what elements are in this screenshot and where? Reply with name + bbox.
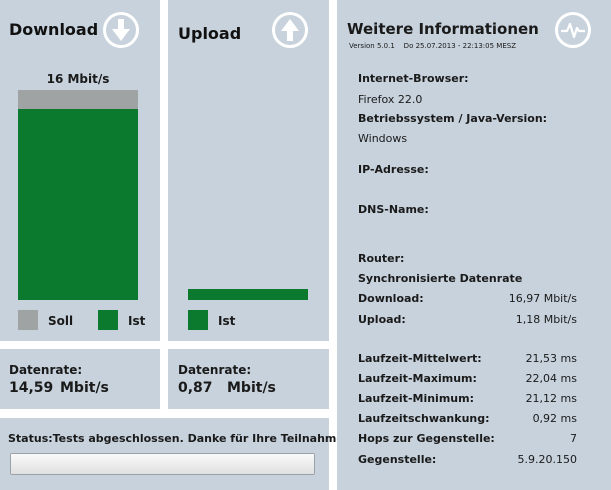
upload-ist-bar xyxy=(188,289,308,300)
info-title: Weitere Informationen xyxy=(347,20,539,38)
sync-download-value: 16,97 Mbit/s xyxy=(508,292,577,305)
os-value: Windows xyxy=(358,132,408,145)
legend-ist-label: Ist xyxy=(128,314,146,328)
stat-value: 21,12 ms xyxy=(525,392,577,405)
download-rate-value: 14,59 xyxy=(9,380,54,396)
stat-value: 22,04 ms xyxy=(525,372,577,385)
download-panel: Download 16 Mbit/s Soll Ist xyxy=(0,0,160,341)
download-rate-label: Datenrate: xyxy=(9,363,83,377)
browser-value: Firefox 22.0 xyxy=(358,93,423,106)
info-panel: Weitere Informationen Version 5.0.1 Do 2… xyxy=(337,0,611,490)
stat-label: Laufzeitschwankung: xyxy=(358,412,490,425)
legend-soll-label: Soll xyxy=(48,314,74,328)
upload-rate-value: 0,87 xyxy=(178,380,213,396)
upload-title: Upload xyxy=(178,24,242,43)
download-ist-bar xyxy=(18,109,138,300)
sync-upload-label: Upload: xyxy=(358,313,406,326)
pulse-circle-icon xyxy=(555,12,591,48)
status-text: Status:Tests abgeschlossen. Danke für Ih… xyxy=(8,432,349,445)
stat-label: Hops zur Gegenstelle: xyxy=(358,432,495,445)
download-rate-panel: Datenrate: 14,59 Mbit/s xyxy=(0,349,160,409)
download-title: Download xyxy=(9,20,99,39)
stat-label: Laufzeit-Minimum: xyxy=(358,392,474,405)
stat-value: 7 xyxy=(570,432,577,445)
legend-soll-swatch xyxy=(18,310,38,330)
sync-download-label: Download: xyxy=(358,292,424,305)
ip-label: IP-Adresse: xyxy=(358,163,429,176)
upload-rate-unit: Mbit/s xyxy=(227,380,276,396)
os-label: Betriebssystem / Java-Version: xyxy=(358,112,548,125)
legend-ist-swatch xyxy=(188,310,208,330)
upload-rate-label: Datenrate: xyxy=(178,363,252,377)
version-text: Version 5.0.1 Do 25.07.2013 - 22:13:05 M… xyxy=(349,42,516,50)
browser-label: Internet-Browser: xyxy=(358,72,469,85)
status-panel: Status:Tests abgeschlossen. Danke für Ih… xyxy=(0,418,349,490)
download-rate-unit: Mbit/s xyxy=(60,380,109,396)
upload-panel: Upload Ist xyxy=(168,0,329,341)
stat-label: Gegenstelle: xyxy=(358,453,437,466)
router-label: Router: xyxy=(358,252,405,265)
stat-value: 21,53 ms xyxy=(525,352,577,365)
stat-value: 5.9.20.150 xyxy=(517,453,577,466)
download-speed-label: 16 Mbit/s xyxy=(46,72,110,86)
dns-label: DNS-Name: xyxy=(358,203,429,216)
progress-bar xyxy=(10,453,315,475)
sync-upload-value: 1,18 Mbit/s xyxy=(515,313,577,326)
upload-rate-panel: Datenrate: 0,87 Mbit/s xyxy=(168,349,329,409)
arrow-up-circle-icon xyxy=(272,12,308,48)
sync-label: Synchronisierte Datenrate xyxy=(358,272,523,285)
legend-ist-label: Ist xyxy=(218,314,236,328)
legend-ist-swatch xyxy=(98,310,118,330)
arrow-down-circle-icon xyxy=(103,12,139,48)
stat-label: Laufzeit-Maximum: xyxy=(358,372,477,385)
stat-label: Laufzeit-Mittelwert: xyxy=(358,352,482,365)
stat-value: 0,92 ms xyxy=(532,412,577,425)
progress-fill xyxy=(11,454,314,474)
